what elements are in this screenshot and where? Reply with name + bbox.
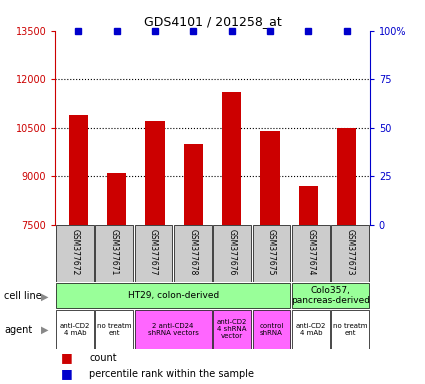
Bar: [252, 225, 290, 282]
Text: anti-CD2
4 mAb: anti-CD2 4 mAb: [296, 323, 326, 336]
Text: agent: agent: [4, 325, 32, 335]
Text: GSM377673: GSM377673: [346, 228, 354, 275]
Title: GDS4101 / 201258_at: GDS4101 / 201258_at: [144, 15, 281, 28]
Text: ▶: ▶: [41, 325, 49, 335]
Bar: [292, 225, 330, 282]
Bar: [222, 92, 241, 384]
Bar: [261, 131, 280, 384]
Text: 2 anti-CD24
shRNA vectors: 2 anti-CD24 shRNA vectors: [148, 323, 198, 336]
Bar: [337, 128, 356, 384]
Bar: [135, 225, 173, 282]
Bar: [184, 144, 203, 384]
Text: no treatm
ent: no treatm ent: [333, 323, 367, 336]
Text: GSM377678: GSM377678: [188, 228, 197, 275]
Text: GSM377672: GSM377672: [71, 228, 79, 275]
Text: ■: ■: [60, 351, 72, 364]
Bar: [213, 310, 251, 349]
Text: ▶: ▶: [41, 291, 49, 301]
Text: percentile rank within the sample: percentile rank within the sample: [89, 369, 255, 379]
Bar: [56, 310, 94, 349]
Bar: [292, 283, 369, 308]
Bar: [95, 310, 133, 349]
Bar: [331, 225, 369, 282]
Text: ■: ■: [60, 367, 72, 381]
Text: Colo357,
pancreas-derived: Colo357, pancreas-derived: [291, 286, 370, 305]
Text: cell line: cell line: [4, 291, 42, 301]
Text: GSM377677: GSM377677: [149, 228, 158, 275]
Text: GSM377671: GSM377671: [110, 228, 119, 275]
Text: anti-CD2
4 mAb: anti-CD2 4 mAb: [60, 323, 90, 336]
Bar: [331, 310, 369, 349]
Bar: [145, 121, 164, 384]
Text: HT29, colon-derived: HT29, colon-derived: [128, 291, 219, 300]
Bar: [299, 186, 318, 384]
Bar: [56, 283, 290, 308]
Bar: [95, 225, 133, 282]
Bar: [135, 310, 212, 349]
Bar: [292, 310, 330, 349]
Text: no treatm
ent: no treatm ent: [97, 323, 131, 336]
Text: GSM377674: GSM377674: [306, 228, 315, 275]
Bar: [213, 225, 251, 282]
Bar: [56, 225, 94, 282]
Bar: [69, 115, 88, 384]
Text: anti-CD2
4 shRNA
vector: anti-CD2 4 shRNA vector: [217, 319, 247, 339]
Text: control
shRNA: control shRNA: [259, 323, 283, 336]
Bar: [107, 173, 126, 384]
Bar: [174, 225, 212, 282]
Text: GSM377676: GSM377676: [228, 228, 237, 275]
Text: count: count: [89, 353, 117, 362]
Text: GSM377675: GSM377675: [267, 228, 276, 275]
Bar: [252, 310, 290, 349]
